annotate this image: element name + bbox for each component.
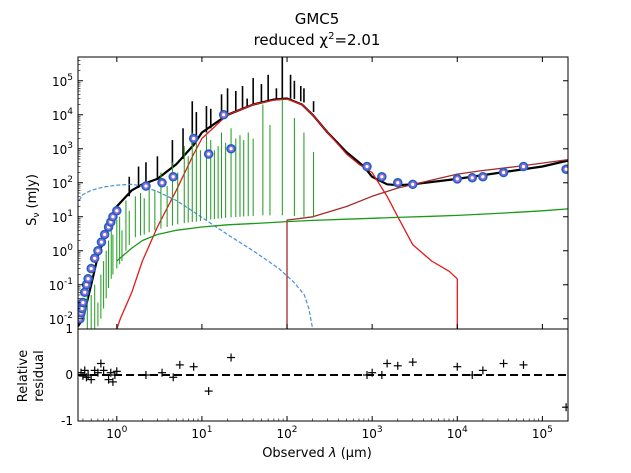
observed-point-center	[80, 306, 84, 311]
observed-point-center	[93, 256, 97, 260]
residual-point	[383, 359, 392, 368]
sed-series-group	[78, 57, 568, 329]
observed-point-center	[99, 240, 104, 244]
residual-point	[562, 403, 568, 412]
y-tick-label: 10-1	[49, 277, 73, 293]
observed-point-center	[501, 170, 506, 175]
observed-point-center	[171, 175, 175, 179]
y-axis-label: Sν (mJy)	[25, 174, 42, 226]
residual-point	[87, 375, 96, 384]
residual-point	[112, 367, 121, 376]
y-tick-label: 100	[52, 243, 73, 259]
residual-point	[80, 366, 89, 375]
residual-point	[499, 359, 508, 368]
residual-plot-area: -1 0 1 100 101 102 103 104 105	[61, 322, 569, 441]
observed-point-center	[103, 232, 107, 237]
residual-point	[78, 371, 87, 380]
observed-point-center	[83, 290, 87, 294]
y-tick-label: 102	[52, 175, 73, 191]
observed-point-center	[222, 113, 226, 117]
observed-point-center	[207, 152, 211, 156]
observed-point-center	[229, 147, 233, 151]
observed-point-center	[84, 283, 89, 287]
observed-point-center	[396, 181, 400, 185]
observed-points	[78, 110, 568, 324]
observed-point-center	[411, 182, 415, 186]
residual-y-tick-label: 1	[65, 322, 73, 336]
x-tick-label: 105	[532, 425, 553, 441]
series-cold-dust-brown-	[286, 158, 568, 329]
y-tick-label: 103	[52, 141, 73, 157]
residual-y-label-line1: Relative	[16, 350, 31, 402]
series-green-continuum	[116, 208, 568, 262]
x-tick-label: 104	[447, 425, 468, 441]
observed-point-center	[160, 181, 164, 185]
x-tick-label: 103	[362, 425, 383, 441]
residual-y-tick-label: 0	[65, 368, 73, 382]
observed-point-center	[192, 136, 196, 141]
x-tick-label: 102	[277, 425, 298, 441]
residual-point	[363, 371, 372, 379]
residual-y-label-line2: residual	[32, 350, 47, 402]
series-dust-component-red-	[116, 98, 458, 329]
residual-point	[377, 371, 386, 379]
residual-point	[189, 362, 198, 371]
observed-point-center	[115, 209, 119, 213]
residual-point	[108, 377, 117, 386]
observed-point-center	[521, 164, 526, 169]
residual-point	[478, 366, 487, 375]
residual-point	[393, 361, 402, 370]
observed-point-center	[455, 177, 459, 181]
y-tick-label: 10-2	[49, 311, 73, 327]
x-tick-label: 101	[191, 425, 212, 441]
residual-point	[227, 353, 236, 362]
y-tick-label: 105	[52, 73, 73, 89]
residual-y-tick-label: -1	[61, 414, 73, 428]
x-axis-label: Observed λ (μm)	[262, 446, 372, 461]
series-stellar-dashed-	[78, 183, 314, 329]
residual-point	[468, 371, 477, 379]
chart-subtitle: reduced χ2=2.01	[254, 31, 381, 49]
observed-point-center	[470, 176, 474, 180]
observed-point-center	[365, 164, 369, 169]
residual-point	[368, 368, 377, 377]
residual-point	[96, 359, 105, 368]
residual-point	[158, 368, 167, 377]
residual-point	[141, 371, 150, 379]
observed-point-center	[380, 175, 384, 179]
residual-point	[519, 360, 528, 369]
observed-point-center	[144, 184, 148, 188]
observed-point-center	[86, 277, 90, 281]
residual-point	[110, 371, 119, 379]
residual-point	[84, 371, 93, 379]
residual-point	[408, 358, 417, 367]
residual-point	[169, 373, 178, 382]
residual-point	[204, 387, 213, 396]
observed-point-center	[481, 175, 485, 179]
x-tick-label: 100	[106, 425, 127, 441]
residual-point	[93, 368, 102, 377]
observed-point-center	[111, 215, 115, 219]
y-tick-label: 104	[52, 107, 73, 123]
sed-plot-area: 10-2 10-1 100 101 102 103 104 105	[49, 56, 569, 330]
residual-point	[99, 366, 108, 375]
observed-point-center	[96, 249, 100, 253]
observed-point-center	[564, 167, 568, 171]
observed-point-center	[89, 266, 93, 271]
series-total-model	[78, 97, 568, 327]
residual-point	[106, 368, 115, 377]
residual-point	[453, 362, 462, 371]
y-tick-label: 101	[52, 209, 73, 225]
residual-points	[78, 353, 568, 412]
observed-point-center	[81, 300, 85, 305]
sed-plot-frame	[77, 56, 569, 330]
residual-point	[104, 375, 113, 384]
residual-point	[175, 360, 184, 369]
chart-title: GMC5	[295, 10, 340, 28]
